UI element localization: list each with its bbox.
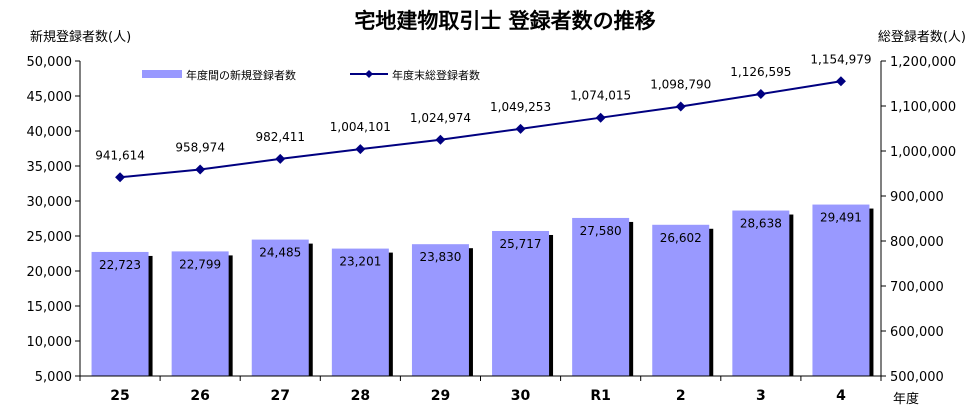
bar	[251, 239, 309, 376]
x-tick-label: R1	[590, 388, 611, 404]
bar	[572, 217, 630, 376]
bar-value-label: 29,491	[820, 211, 862, 225]
left-tick-label: 35,000	[27, 160, 73, 175]
line-value-label: 941,614	[95, 148, 145, 162]
legend: 年度間の新規登録者数 年度末総登録者数	[142, 68, 480, 82]
x-tick-label: 28	[351, 388, 370, 404]
bar-value-label: 26,602	[660, 231, 702, 245]
line-marker	[435, 134, 446, 145]
right-tick-label: 800,000	[890, 235, 944, 250]
bar	[812, 204, 870, 376]
bar	[91, 251, 149, 376]
right-tick-label: 700,000	[890, 280, 944, 295]
right-tick-label: 900,000	[890, 190, 944, 205]
line-value-label: 1,049,253	[490, 100, 551, 114]
line-value-label: 1,126,595	[730, 65, 791, 79]
bar	[652, 224, 710, 376]
right-tick-label: 1,000,000	[890, 145, 956, 160]
x-tick-label: 2	[676, 388, 686, 404]
bar	[411, 244, 469, 376]
line-value-label: 1,098,790	[650, 78, 711, 92]
x-tick-label: 4	[836, 388, 846, 404]
bar-value-label: 23,830	[419, 250, 461, 264]
x-tick-label: 27	[271, 388, 290, 404]
left-tick-label: 15,000	[27, 300, 73, 315]
bar	[171, 251, 229, 376]
line-marker	[195, 164, 206, 175]
bar-value-label: 28,638	[740, 217, 782, 231]
x-tick-label: 25	[110, 388, 129, 404]
left-tick-label: 40,000	[27, 125, 73, 140]
right-axis-label: 総登録者数(人)	[878, 30, 966, 45]
x-tick-label: 26	[190, 388, 209, 404]
line-marker	[595, 112, 606, 123]
x-tick-label: 29	[431, 388, 450, 404]
left-tick-label: 45,000	[27, 90, 73, 105]
right-tick-label: 1,100,000	[890, 100, 956, 115]
left-axis-label: 新規登録者数(人)	[30, 29, 131, 45]
bar-value-label: 22,799	[179, 257, 221, 271]
line-marker	[355, 144, 366, 155]
left-tick-label: 10,000	[27, 335, 73, 350]
left-tick-label: 50,000	[27, 55, 73, 70]
line-value-label: 958,974	[175, 140, 225, 154]
line-value-label: 982,411	[255, 130, 305, 144]
bar-value-label: 25,717	[500, 237, 542, 251]
right-tick-label: 500,000	[890, 370, 944, 385]
bar-series: 22,723 22,799 24,485 23,201 23,830 25,717 27,5…	[91, 204, 874, 376]
x-axis-label: 年度	[893, 391, 919, 407]
line-series: 941,614 958,974 982,411 1,004,101 1,024,974 1…	[95, 52, 871, 183]
left-tick-label: 20,000	[27, 265, 73, 280]
bar-value-label: 22,723	[99, 258, 141, 272]
line-marker	[835, 76, 846, 87]
legend-bar-swatch	[142, 70, 182, 78]
axes: 50,00045,00040,00035,00030,00025,00020,0…	[27, 55, 957, 404]
legend-line-label: 年度末総登録者数	[392, 68, 480, 82]
legend-bar-label: 年度間の新規登録者数	[186, 68, 296, 82]
right-tick-label: 600,000	[890, 325, 944, 340]
line-value-label: 1,004,101	[330, 120, 391, 134]
right-tick-label: 1,200,000	[890, 55, 956, 70]
bar-value-label: 27,580	[580, 224, 622, 238]
chart-title: 宅地建物取引士 登録者数の推移	[354, 9, 655, 33]
line-marker	[115, 172, 126, 183]
bar-value-label: 23,201	[339, 255, 381, 269]
line-value-label: 1,154,979	[810, 52, 871, 66]
line-marker	[675, 101, 686, 112]
series-line	[119, 80, 842, 179]
x-tick-label: 30	[511, 388, 531, 404]
left-tick-label: 5,000	[35, 370, 72, 385]
bar-value-label: 24,485	[259, 246, 301, 260]
line-marker	[275, 153, 286, 164]
line-value-label: 1,024,974	[410, 111, 471, 125]
line-marker	[755, 89, 766, 100]
line-marker	[515, 123, 526, 134]
left-tick-label: 25,000	[27, 230, 73, 245]
left-tick-label: 30,000	[27, 195, 73, 210]
bar	[732, 210, 790, 376]
line-value-label: 1,074,015	[570, 89, 631, 103]
legend-line-marker	[365, 70, 373, 78]
bar	[331, 248, 389, 376]
bar	[492, 230, 550, 376]
x-tick-label: 3	[756, 388, 766, 404]
